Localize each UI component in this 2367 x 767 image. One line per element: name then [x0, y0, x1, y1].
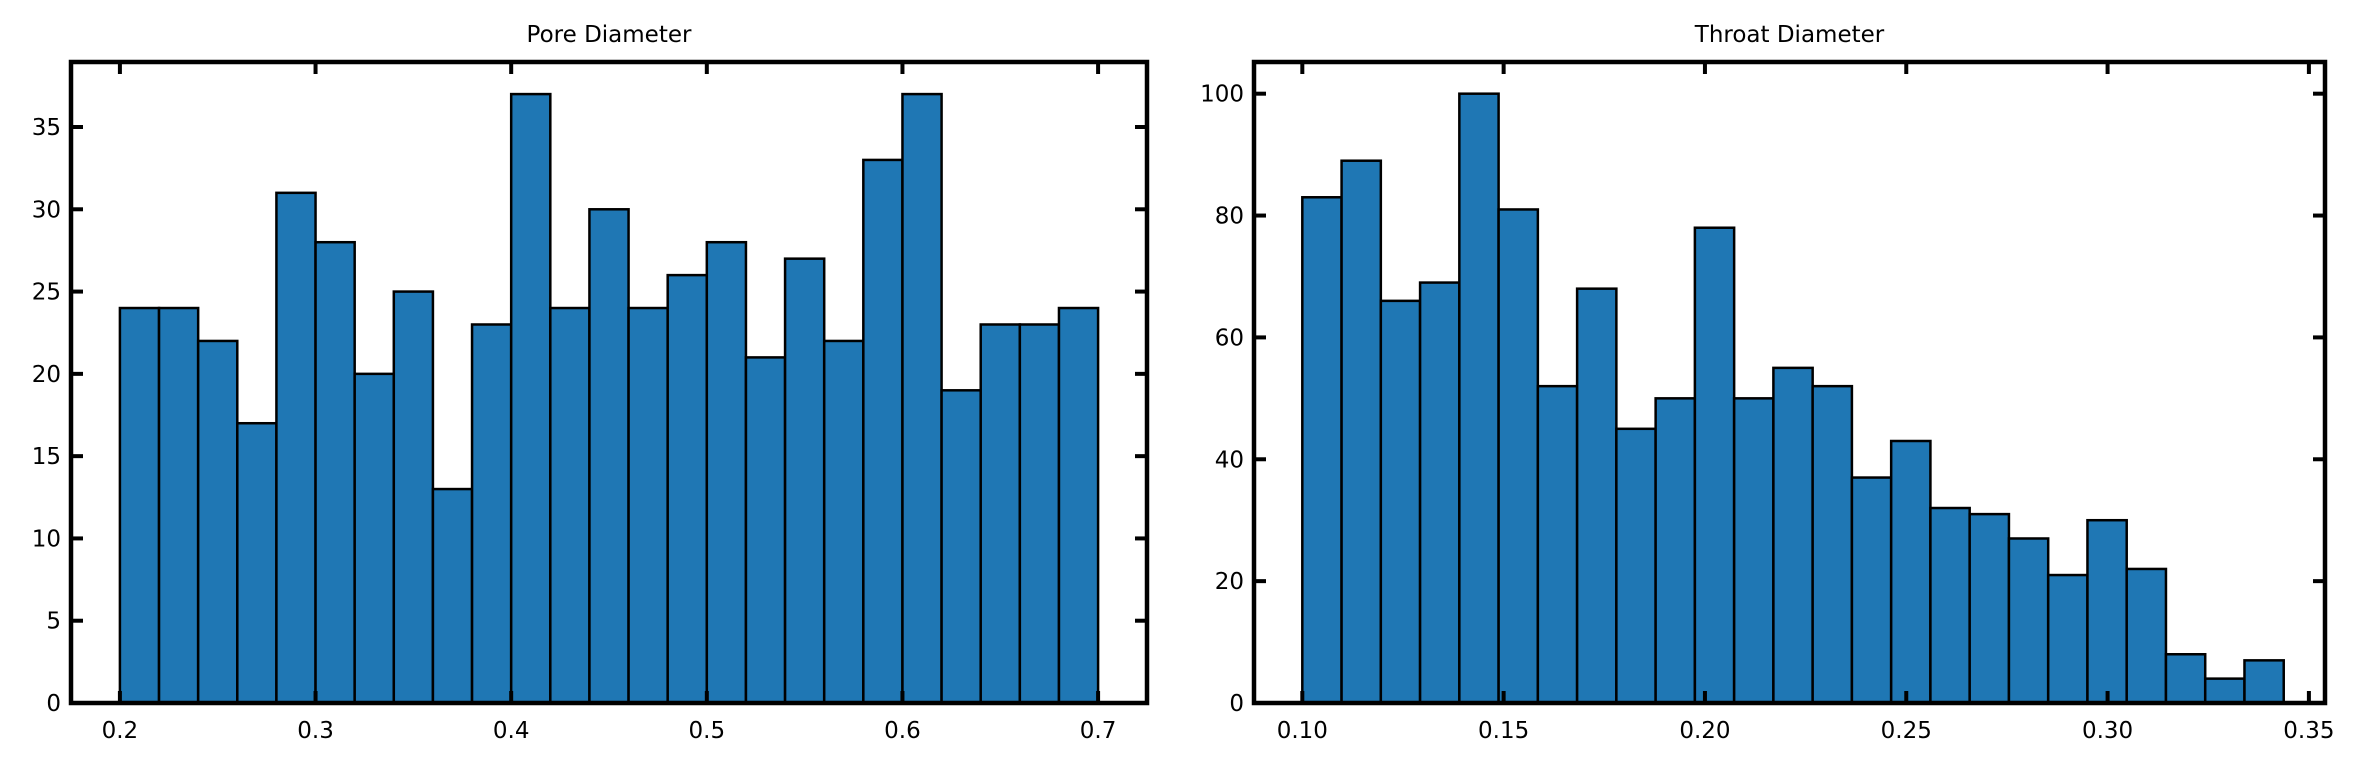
y-tick-label: 0: [1229, 691, 1244, 717]
bar: [118, 306, 161, 705]
bar: [2243, 659, 2285, 705]
bar: [470, 323, 513, 705]
bar: [275, 191, 317, 705]
bar: [2007, 537, 2050, 705]
bar: [901, 92, 943, 705]
bar: [1018, 323, 1061, 705]
y-tick-label: 20: [1215, 569, 1244, 595]
bar: [1497, 208, 1540, 705]
y-tick-label: 30: [32, 197, 61, 223]
bar: [314, 240, 356, 705]
bar: [979, 323, 1022, 705]
y-tick-label: 80: [1215, 204, 1244, 230]
bar: [236, 421, 278, 705]
y-tick-label: 15: [32, 444, 61, 470]
bar: [1850, 476, 1893, 705]
x-tick-label: 0.5: [689, 718, 726, 744]
bar: [862, 158, 904, 705]
bar: [627, 306, 669, 705]
bar: [744, 356, 787, 705]
bar: [1301, 196, 1343, 705]
y-tick-label: 35: [32, 115, 61, 141]
bar: [666, 273, 709, 705]
bar: [1615, 427, 1657, 705]
bar: [2203, 677, 2246, 705]
bar: [1732, 397, 1775, 705]
x-tick-label: 0.25: [1881, 718, 1932, 744]
bar: [1379, 299, 1422, 705]
x-tick-label: 0.3: [297, 718, 334, 744]
bar: [1536, 384, 1579, 705]
bar: [196, 339, 239, 705]
bar: [1889, 439, 1932, 705]
y-tick-label: 20: [32, 362, 61, 388]
bar: [1968, 512, 2011, 705]
bar: [549, 306, 591, 705]
y-tick-label: 100: [1200, 82, 1244, 108]
x-tick-label: 0.2: [102, 718, 139, 744]
bar: [1654, 397, 1697, 705]
bar: [2086, 518, 2128, 705]
bar: [1575, 287, 1618, 705]
y-tick-label: 10: [32, 526, 61, 552]
x-tick-label: 0.4: [493, 718, 530, 744]
x-tick-label: 0.6: [884, 718, 921, 744]
x-tick-label: 0.20: [1679, 718, 1730, 744]
y-tick-label: 5: [46, 609, 61, 635]
y-tick-label: 60: [1215, 325, 1244, 351]
x-tick-label: 0.15: [1478, 718, 1529, 744]
bar: [2125, 567, 2168, 705]
axes-frame: [68, 59, 1150, 706]
bar: [940, 389, 982, 705]
x-tick-label: 0.30: [2082, 718, 2133, 744]
bar: [392, 290, 435, 705]
bar: [1418, 281, 1461, 705]
chart-title: Throat Diameter: [1694, 22, 1885, 48]
bar: [2164, 653, 2207, 705]
bar: [1693, 226, 1736, 705]
bar: [1340, 159, 1383, 705]
chart-title: Pore Diameter: [527, 22, 692, 48]
x-tick-label: 0.10: [1277, 718, 1328, 744]
bar: [1057, 306, 1100, 705]
y-tick-label: 40: [1215, 447, 1244, 473]
bar: [588, 208, 630, 705]
y-tick-label: 25: [32, 280, 61, 306]
axes-frame: [1251, 59, 2328, 706]
bar: [509, 92, 552, 705]
bar: [783, 257, 826, 705]
bar: [1458, 92, 1500, 705]
x-tick-label: 0.7: [1080, 718, 1117, 744]
bar: [157, 306, 200, 705]
bar: [1929, 506, 1971, 705]
bar: [431, 487, 474, 705]
x-tick-label: 0.35: [2283, 718, 2334, 744]
bar: [2046, 573, 2089, 705]
bar: [1811, 384, 1854, 705]
bar: [822, 339, 865, 705]
y-tick-label: 0: [46, 691, 61, 717]
bar: [353, 372, 396, 705]
bar: [1772, 366, 1814, 705]
bar: [705, 240, 748, 705]
